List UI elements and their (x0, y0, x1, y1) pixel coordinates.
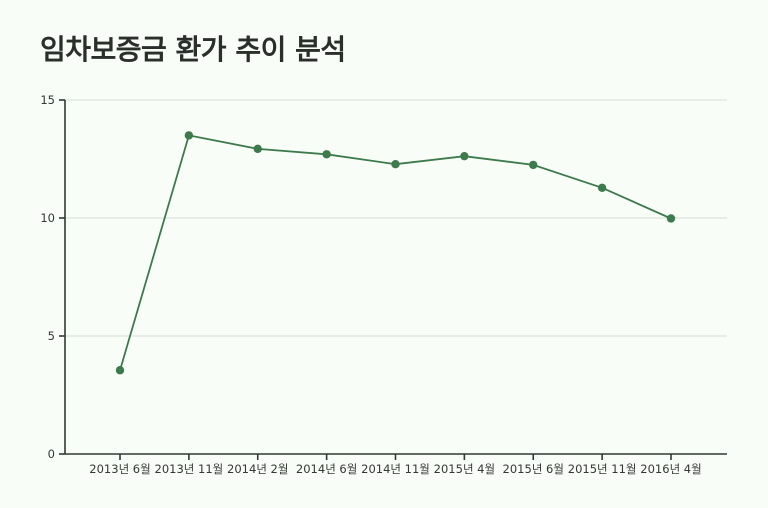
gridlines (65, 99, 727, 337)
x-tick-labels: 2013년 6월 2013년 11월 2014년 2월 2014년 6월 2014년 1… (89, 462, 701, 476)
x-tick-label-8: 2016년 4월 (640, 462, 701, 476)
data-point-7 (597, 183, 607, 192)
x-tick-label-6: 2015년 6월 (503, 462, 564, 476)
data-point-1 (184, 131, 194, 140)
x-tick-label-3: 2014년 6월 (296, 462, 357, 476)
data-point-5 (460, 151, 469, 161)
data-point-6 (529, 160, 538, 170)
chart-title: 임차보증금 환가 추이 분석 (40, 33, 346, 66)
data-point-8 (666, 214, 676, 223)
x-tick-label-5: 2015년 4월 (434, 462, 495, 476)
data-point-2 (253, 144, 262, 154)
x-tick-label-4: 2014년 11월 (361, 462, 430, 476)
x-tick-label-7: 2015년 11월 (568, 462, 637, 476)
data-point-3 (322, 150, 331, 159)
data-point-4 (391, 159, 400, 169)
x-tick-label-0: 2013년 6월 (89, 462, 150, 476)
x-tick-label-1: 2013년 11월 (155, 462, 224, 476)
y-tick-label-1: 5 (48, 329, 55, 343)
y-tick-label-2: 10 (40, 211, 55, 225)
axes (59, 99, 727, 460)
series (115, 131, 676, 375)
x-tick-label-2: 2014년 2월 (227, 462, 288, 476)
y-tick-labels: 0 5 10 15 (40, 93, 55, 461)
y-tick-label-3: 15 (40, 93, 55, 107)
y-tick-label-0: 0 (48, 447, 55, 461)
data-point-0 (115, 366, 125, 375)
series-line-0 (119, 134, 672, 371)
